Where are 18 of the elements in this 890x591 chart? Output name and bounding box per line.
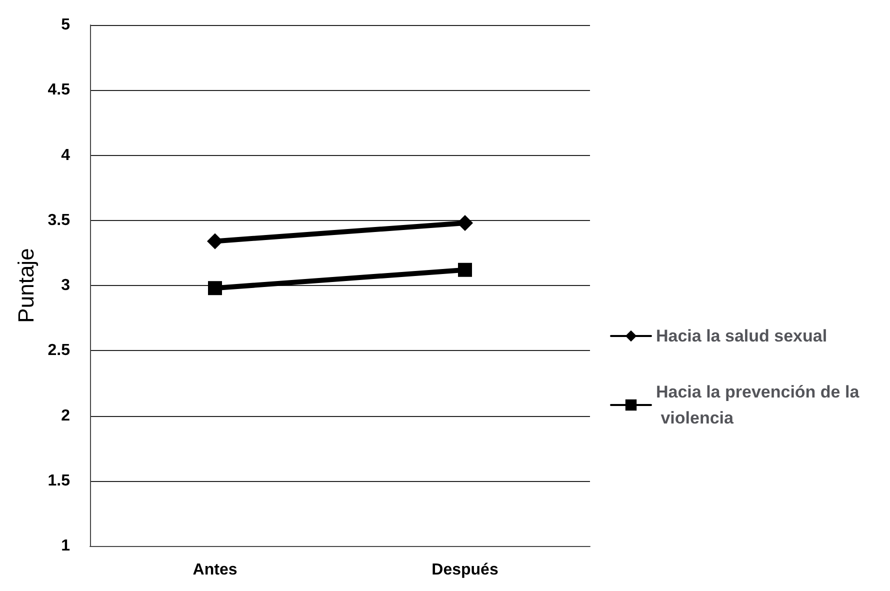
y-tick-label: 3.5 xyxy=(48,212,70,229)
y-tick-label: 1.5 xyxy=(48,472,70,490)
x-tick-label: Antes xyxy=(192,562,238,578)
y-tick-label: 4 xyxy=(61,146,70,164)
y-tick-label: 1 xyxy=(61,538,70,554)
legend-label: Hacia la salud sexual xyxy=(656,326,828,346)
y-tick-label: 3 xyxy=(61,277,70,294)
y-tick-label: 4.5 xyxy=(48,82,70,99)
legend-label: Hacia la prevención de la violencia xyxy=(656,382,860,428)
point xyxy=(458,262,472,277)
y-tick-label: 2.5 xyxy=(48,342,70,360)
point xyxy=(457,214,473,231)
y-tick-label: 5 xyxy=(61,16,70,34)
point xyxy=(207,233,223,250)
y-tick-label: 2 xyxy=(61,407,70,424)
y-axis-title: Puntaje xyxy=(13,248,38,323)
point xyxy=(208,281,222,296)
x-tick-label: Después xyxy=(432,562,498,578)
